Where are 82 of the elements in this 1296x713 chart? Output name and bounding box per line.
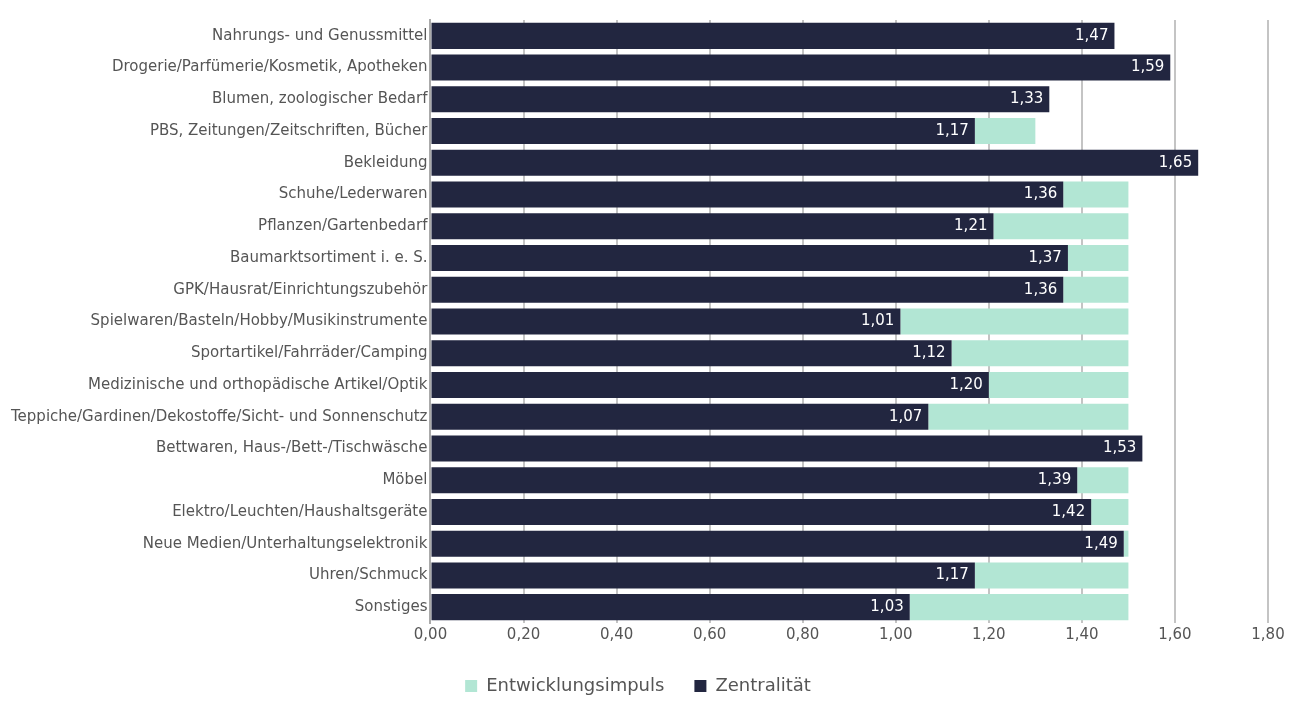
bar	[431, 435, 1143, 462]
y-tick-label: Sportartikel/Fahrräder/Camping	[191, 343, 428, 362]
bar	[951, 340, 1129, 367]
data-label: 1,37	[1028, 247, 1062, 266]
legend-label: Entwicklungsimpuls	[486, 673, 665, 695]
bar	[431, 340, 952, 367]
bar	[431, 181, 1064, 208]
x-tick-label: 1,60	[1158, 624, 1192, 643]
bar	[988, 371, 1129, 398]
y-tick-label: GPK/Hausrat/Einrichtungszubehör	[173, 279, 429, 298]
x-tick-label: 1,40	[1065, 624, 1099, 643]
bar	[974, 562, 1129, 589]
y-tick-label: Bekleidung	[343, 152, 428, 171]
y-tick-label: Blumen, zoologischer Bedarf	[211, 89, 429, 108]
bar	[431, 562, 975, 589]
data-label: 1,12	[912, 343, 946, 362]
bar	[900, 308, 1129, 335]
y-tick-label: Neue Medien/Unterhaltungselektronik	[142, 533, 428, 552]
bar	[431, 86, 1050, 113]
bar	[928, 403, 1129, 430]
data-label: 1,01	[861, 311, 895, 330]
x-tick-label: 0,60	[692, 624, 727, 643]
data-label: 1,17	[935, 120, 969, 139]
bar	[431, 276, 1064, 303]
bar	[1091, 498, 1129, 525]
y-tick-label: Elektro/Leuchten/Haushaltsgeräte	[172, 501, 428, 520]
data-label: 1,49	[1084, 533, 1118, 552]
data-label: 1,20	[949, 374, 983, 393]
y-tick-label: Bettwaren, Haus-/Bett-/Tischwäsche	[155, 438, 428, 457]
data-label: 1,47	[1075, 25, 1109, 44]
bar	[974, 118, 1036, 145]
data-label: 1,59	[1130, 57, 1165, 76]
y-tick-label: Pflanzen/Gartenbedarf	[258, 216, 429, 235]
data-label: 1,36	[1023, 279, 1058, 298]
y-tick-label: PBS, Zeitungen/Zeitschriften, Bücher	[149, 120, 429, 139]
bar	[1077, 467, 1129, 494]
bar	[431, 22, 1115, 49]
data-label: 1,07	[888, 406, 923, 425]
x-tick-label: 0,80	[786, 624, 820, 643]
bar	[431, 530, 1124, 557]
x-tick-label: 0,40	[599, 624, 634, 643]
bar	[993, 213, 1129, 240]
bar	[431, 54, 1171, 81]
data-label: 1,17	[935, 565, 969, 584]
y-tick-label: Uhren/Schmuck	[309, 565, 428, 584]
data-label: 1,65	[1158, 152, 1193, 171]
y-tick-label: Baumarktsortiment i. e. S.	[229, 247, 428, 266]
x-tick-label: 1,20	[972, 624, 1006, 643]
y-tick-label: Nahrungs- und Genussmittel	[212, 25, 428, 44]
x-tick-label: 1,00	[879, 624, 913, 643]
bar	[1063, 276, 1129, 303]
y-tick-label: Medizinische und orthopädische Artikel/Optik	[88, 374, 428, 393]
data-label: 1,03	[870, 597, 904, 616]
bar	[431, 308, 901, 335]
x-tick-label: 0,20	[506, 624, 541, 643]
data-label: 1,53	[1102, 438, 1137, 457]
x-tick-label: 0,00	[413, 624, 448, 643]
bar	[431, 594, 910, 621]
y-tick-label: Schuhe/Lederwaren	[278, 184, 428, 203]
data-label: 1,21	[954, 216, 988, 235]
data-label: 1,36	[1023, 184, 1058, 203]
data-label: 1,42	[1051, 501, 1086, 520]
bar	[431, 213, 994, 240]
bar	[431, 498, 1092, 525]
bar	[431, 149, 1199, 176]
y-tick-label: Sonstiges	[354, 597, 428, 616]
bar	[1067, 245, 1129, 272]
bar	[431, 245, 1068, 272]
y-tick-label: Drogerie/Parfümerie/Kosmetik, Apotheken	[111, 57, 428, 76]
legend-label: Zentralität	[715, 673, 811, 695]
y-tick-label: Möbel	[382, 470, 428, 489]
bar	[909, 594, 1129, 621]
data-label: 1,39	[1037, 470, 1072, 489]
y-tick-label: Spielwaren/Basteln/Hobby/Musikinstrumente	[90, 311, 428, 330]
bar	[431, 403, 929, 430]
x-tick-label: 1,80	[1251, 624, 1285, 643]
bar	[431, 371, 989, 398]
bar	[431, 467, 1078, 494]
bar	[431, 118, 975, 145]
data-label: 1,33	[1009, 89, 1044, 108]
y-tick-label: Teppiche/Gardinen/Dekostoffe/Sicht- und Sonnenschutz	[9, 406, 428, 425]
bar	[1063, 181, 1129, 208]
